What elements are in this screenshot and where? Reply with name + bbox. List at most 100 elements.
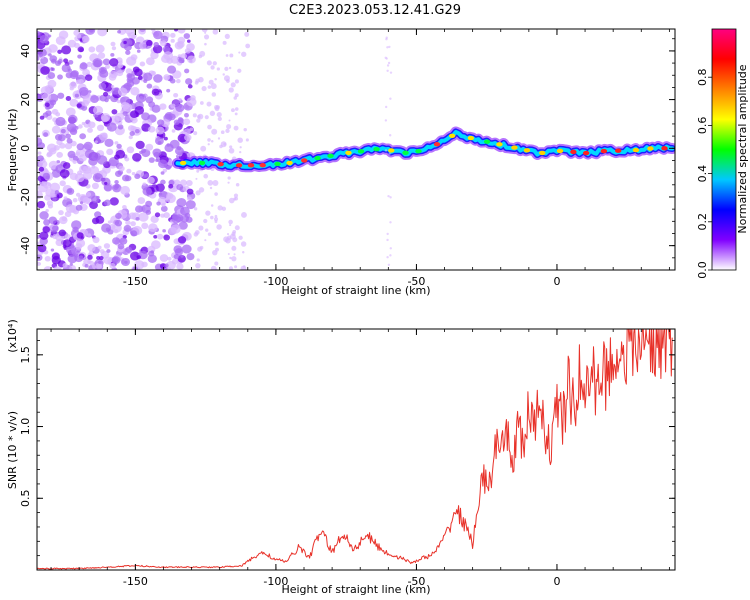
noise-speck — [225, 128, 230, 133]
noise-blob — [101, 115, 109, 123]
noise-blob — [42, 226, 51, 233]
noise-blob — [105, 64, 110, 69]
noise-blob — [183, 128, 191, 135]
noise-blob — [137, 75, 143, 80]
noise-blob — [136, 255, 142, 260]
noise-blob — [138, 212, 149, 222]
noise-blob — [117, 62, 124, 69]
noise-blob — [135, 216, 140, 221]
noise-blob — [103, 199, 112, 206]
noise-speck — [385, 36, 388, 39]
noise-speck — [237, 68, 242, 73]
noise-blob — [46, 152, 52, 158]
x-tick-label: -100 — [263, 575, 288, 588]
noise-speck — [239, 146, 242, 149]
noise-blob — [111, 109, 118, 115]
noise-speck — [230, 82, 236, 88]
noise-blob — [183, 33, 191, 39]
noise-blob — [39, 115, 45, 120]
noise-blob — [114, 141, 119, 145]
noise-blob — [40, 66, 50, 75]
noise-blob — [48, 53, 52, 57]
noise-blob — [180, 206, 190, 216]
noise-blob — [37, 30, 41, 36]
noise-blob — [151, 70, 156, 76]
noise-speck — [229, 145, 233, 149]
noise-speck — [205, 210, 211, 216]
noise-blob — [177, 36, 186, 44]
noise-blob — [130, 34, 136, 39]
noise-blob — [170, 103, 176, 109]
noise-blob — [117, 243, 125, 250]
noise-speck — [233, 125, 239, 131]
noise-speck — [384, 149, 388, 152]
noise-speck — [215, 105, 220, 110]
noise-speck — [204, 42, 207, 46]
noise-blob — [75, 204, 83, 211]
noise-blob — [83, 141, 93, 151]
noise-blob — [57, 74, 63, 80]
noise-blob — [166, 159, 174, 166]
y-tick-label: 0 — [19, 145, 32, 152]
ridge-hotspot — [415, 148, 422, 154]
noise-blob — [37, 50, 44, 58]
noise-speck — [204, 31, 207, 34]
noise-blob — [123, 40, 127, 45]
noise-blob — [170, 32, 176, 38]
noise-blob — [64, 142, 73, 150]
noise-blob — [144, 173, 150, 178]
noise-speck — [240, 241, 247, 247]
noise-blob — [76, 239, 86, 248]
noise-blob — [121, 174, 130, 182]
snr-data — [37, 329, 673, 570]
noise-blob — [89, 201, 98, 210]
y-tick-label: 1.0 — [19, 418, 32, 436]
noise-blob — [128, 135, 133, 140]
noise-blob — [153, 30, 163, 40]
noise-blob — [142, 186, 152, 196]
noise-blob — [160, 205, 168, 212]
noise-blob — [66, 138, 73, 144]
noise-blob — [177, 254, 186, 263]
noise-speck — [238, 51, 241, 54]
noise-blob — [168, 179, 175, 186]
noise-blob — [69, 98, 79, 107]
ridge-hotspot — [314, 155, 321, 161]
noise-speck — [214, 192, 218, 196]
noise-blob — [122, 111, 128, 117]
noise-blob — [43, 266, 53, 270]
noise-blob — [77, 124, 83, 129]
noise-speck — [225, 54, 229, 57]
noise-blob — [136, 49, 141, 53]
noise-blob — [177, 236, 187, 244]
noise-blob — [112, 237, 121, 245]
noise-blob — [148, 101, 156, 108]
noise-blob — [65, 107, 76, 117]
noise-speck — [228, 87, 234, 93]
noise-blob — [155, 137, 164, 146]
noise-blob — [40, 86, 51, 95]
noise-blob — [123, 224, 132, 232]
noise-blob — [176, 184, 184, 191]
noise-speck — [193, 131, 198, 136]
noise-blob — [150, 29, 156, 32]
noise-blob — [164, 263, 169, 268]
noise-blob — [162, 168, 168, 173]
noise-speck — [228, 266, 233, 270]
noise-blob — [86, 61, 93, 68]
noise-speck — [216, 112, 222, 118]
noise-blob — [92, 172, 103, 183]
noise-blob — [39, 34, 49, 44]
noise-blob — [185, 179, 193, 187]
noise-blob — [76, 103, 82, 108]
noise-blob — [186, 39, 191, 43]
noise-blob — [166, 260, 176, 270]
ridge-hotspot — [556, 148, 564, 154]
y-tick-label: 0.5 — [19, 490, 32, 508]
noise-blob — [37, 200, 46, 209]
noise-blob — [72, 160, 77, 165]
noise-speck — [235, 182, 240, 187]
noise-blob — [164, 143, 174, 153]
noise-speck — [226, 79, 230, 83]
noise-blob — [87, 244, 96, 252]
